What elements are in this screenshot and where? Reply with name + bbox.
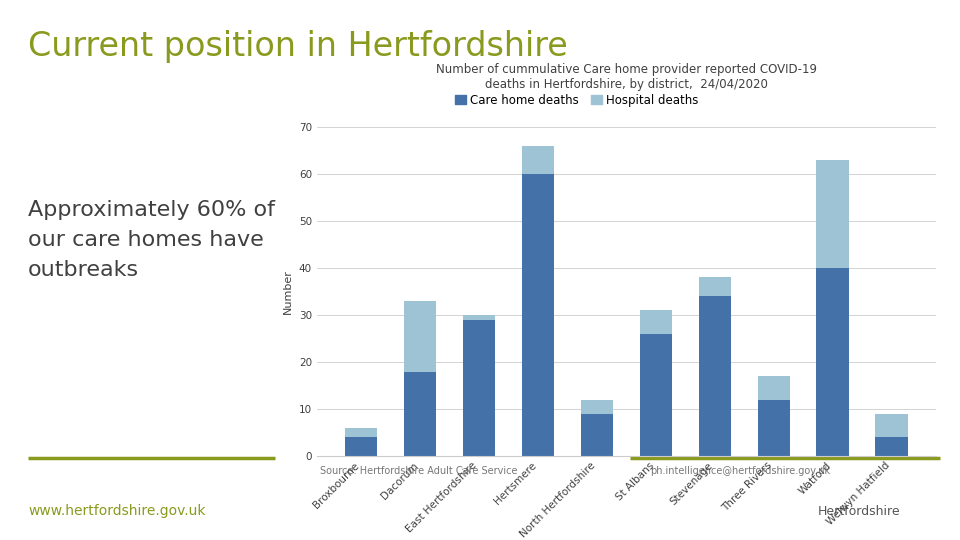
Bar [463, 320, 495, 456]
Bar [581, 400, 613, 414]
Text: outbreaks: outbreaks [28, 260, 139, 280]
Title: Number of cummulative Care home provider reported COVID-19
deaths in Hertfordshi: Number of cummulative Care home provider… [436, 63, 817, 91]
Bar [876, 437, 908, 456]
Bar [699, 296, 731, 456]
Bar [404, 372, 436, 456]
Bar [522, 146, 554, 174]
Bar [404, 301, 436, 372]
Bar [581, 414, 613, 456]
Text: Source: Hertfordshire Adult Care Service: Source: Hertfordshire Adult Care Service [320, 466, 517, 476]
Bar [817, 160, 849, 268]
Bar [757, 376, 790, 400]
Legend: Care home deaths, Hospital deaths: Care home deaths, Hospital deaths [450, 89, 704, 111]
Text: www.hertfordshire.gov.uk: www.hertfordshire.gov.uk [28, 504, 205, 518]
Bar [639, 310, 672, 334]
Text: Hertfordshire: Hertfordshire [817, 505, 900, 518]
Text: Current position in Hertfordshire: Current position in Hertfordshire [28, 30, 567, 63]
Bar [522, 174, 554, 456]
Bar [817, 268, 849, 456]
Bar [699, 278, 731, 296]
Bar [463, 315, 495, 320]
Bar [639, 334, 672, 456]
Bar [757, 400, 790, 456]
Text: ph.intelligence@hertfordshire.gov.uk: ph.intelligence@hertfordshire.gov.uk [650, 466, 830, 476]
Text: our care homes have: our care homes have [28, 230, 264, 250]
Text: Approximately 60% of: Approximately 60% of [28, 200, 275, 220]
Y-axis label: Number: Number [283, 269, 293, 314]
Bar [345, 428, 377, 437]
Bar [876, 414, 908, 437]
Bar [345, 437, 377, 456]
